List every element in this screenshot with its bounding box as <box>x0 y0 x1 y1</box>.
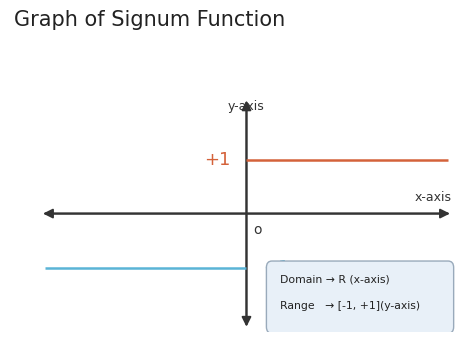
Text: Graph of Signum Function: Graph of Signum Function <box>14 10 285 30</box>
Text: o: o <box>254 223 262 237</box>
Text: +1: +1 <box>204 151 230 168</box>
Text: Range   → [-1, +1](y-axis): Range → [-1, +1](y-axis) <box>280 301 420 312</box>
Text: x-axis: x-axis <box>414 191 451 204</box>
Text: +1: +1 <box>263 259 289 277</box>
Text: y-axis: y-axis <box>228 100 265 113</box>
FancyBboxPatch shape <box>266 261 454 333</box>
Text: Domain → R (x-axis): Domain → R (x-axis) <box>280 275 390 284</box>
